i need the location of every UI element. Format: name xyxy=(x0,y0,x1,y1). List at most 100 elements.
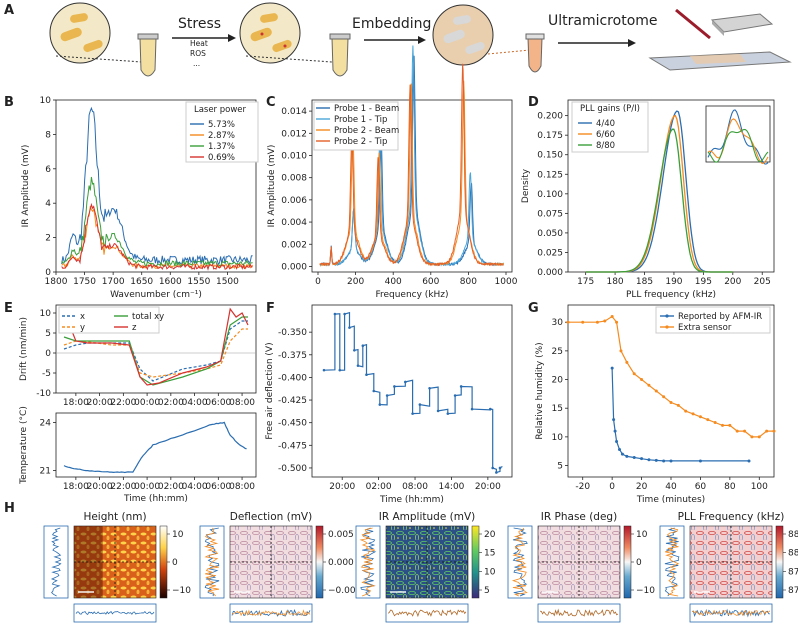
data-point xyxy=(470,407,474,411)
series-line-Reported by AFM-IR xyxy=(611,368,749,462)
y-tick-label: 0.000 xyxy=(281,262,307,272)
chart-b: 1800 1750 1700 1650 1600 1550 1500 0 2 4 6 8 10 Waven… xyxy=(21,96,259,300)
chart-c: 0 200 400 600 800 1000 0.000 0.002 0.004 0.006 0.0… xyxy=(267,45,518,300)
data-point xyxy=(743,429,747,433)
series-line-total xy xyxy=(63,316,248,386)
y-tick-label: -0.400 xyxy=(278,373,307,383)
profile-line xyxy=(231,609,311,617)
data-point xyxy=(365,373,368,377)
panel-letter-a: A xyxy=(4,3,14,18)
panel-letter-f: F xyxy=(266,301,275,316)
series-line-5.73% xyxy=(61,106,253,266)
legend-label: Extra sensor xyxy=(678,323,732,333)
data-point xyxy=(459,385,463,388)
ultramicrotome-label: Ultramicrotome xyxy=(548,13,658,29)
data-point xyxy=(338,368,342,372)
y-tick-label: 0 xyxy=(45,268,51,278)
series-line-Probe 2 - Beam xyxy=(319,80,505,267)
data-point xyxy=(378,403,382,406)
stress-sub-ros: ROS xyxy=(190,49,206,58)
workflow-stage-2 xyxy=(239,2,351,77)
x-tick-label: 14:00 xyxy=(438,482,464,492)
workflow-stage-1 xyxy=(49,2,159,77)
data-point xyxy=(333,312,337,316)
x-tick-label: 1550 xyxy=(187,277,210,287)
data-point xyxy=(385,394,389,397)
data-point xyxy=(393,385,396,388)
map-1: Height (nm) 10 0 −10 xyxy=(43,511,191,623)
profile-line xyxy=(50,527,62,597)
data-point xyxy=(632,456,636,460)
panel-letter-g: G xyxy=(528,301,539,316)
deflection-line xyxy=(323,311,503,474)
data-point xyxy=(446,412,450,415)
data-point xyxy=(625,454,629,458)
colorbar-tick-label: −10 xyxy=(636,586,655,596)
y-tick-label: 0.175 xyxy=(537,131,563,141)
colorbar-tick-label: 0 xyxy=(636,558,642,568)
legend-title: PLL gains (P/I) xyxy=(580,104,640,114)
legend-marker xyxy=(665,314,669,318)
profile-box xyxy=(385,603,469,623)
legend-box xyxy=(655,306,771,334)
data-point xyxy=(676,403,680,407)
profile-line xyxy=(387,609,467,618)
legend-label: 2.87% xyxy=(208,131,235,141)
data-point xyxy=(669,400,673,404)
y-tick-label: 15 xyxy=(552,404,563,414)
x-tick-label: 20:00 xyxy=(87,482,113,492)
y-tick-label: 0.004 xyxy=(281,218,307,228)
x-tick-label: 40 xyxy=(665,482,677,492)
x-tick-label: 60 xyxy=(695,482,707,492)
colorbar-tick-label: 10 xyxy=(484,567,496,577)
y-axis-label: IR Amplitude (mV) xyxy=(21,145,31,228)
legend-label: Reported by AFM-IR xyxy=(678,312,762,322)
legend-label: 1.37% xyxy=(208,142,235,152)
plot-frame xyxy=(55,304,257,394)
plot-frame xyxy=(567,99,775,273)
data-point xyxy=(581,320,585,324)
y-tick-label: 0.000 xyxy=(537,268,563,278)
legend-label: Probe 2 - Beam xyxy=(334,126,399,136)
x-tick-label: 1000 xyxy=(495,277,518,287)
y-tick-label: 0.125 xyxy=(537,170,563,180)
inset-line xyxy=(707,109,769,165)
x-tick-label: 175 xyxy=(577,277,594,287)
temperature-line xyxy=(63,421,247,474)
chart-h: Height (nm) 10 0 −10 Deflection (mV) 0.005 0.0… xyxy=(43,511,798,623)
x-tick-label: 0 xyxy=(609,482,615,492)
series-line-1.37% xyxy=(61,176,253,268)
profile-box xyxy=(73,603,157,623)
data-point xyxy=(491,466,495,470)
y-tick-label: -0.375 xyxy=(278,351,307,361)
data-point xyxy=(610,314,614,318)
data-point xyxy=(353,348,356,352)
data-point xyxy=(735,429,739,433)
colorbar-tick-label: 876 xyxy=(788,586,798,596)
x-tick-label: 00:00 xyxy=(134,482,160,492)
data-point xyxy=(372,389,376,393)
y-tick-label: 0.012 xyxy=(281,129,307,139)
arrow-icon xyxy=(364,36,426,44)
profile-box xyxy=(537,603,621,623)
data-point xyxy=(356,364,360,367)
y-axis-label: Free air deflection (V) xyxy=(265,342,275,439)
x-tick-label: 1600 xyxy=(159,277,182,287)
x-tick-label: 04:00 xyxy=(182,398,208,408)
data-point xyxy=(348,326,351,329)
series-line-Extra sensor xyxy=(568,315,774,438)
legend-label: 6/60 xyxy=(596,130,615,140)
y-tick-label: 6 xyxy=(45,165,51,175)
data-point xyxy=(436,409,440,413)
arrow-icon xyxy=(558,39,636,47)
colorbar-tick-label: −10 xyxy=(172,586,191,596)
data-point xyxy=(610,366,614,370)
series-line-x xyxy=(63,320,248,382)
y-tick-label: 0.006 xyxy=(281,196,307,206)
y-axis-label: Drift (nm/min) xyxy=(19,317,29,381)
x-tick-label: 18:00 xyxy=(63,398,89,408)
data-point xyxy=(343,312,346,316)
x-tick-label: 18:00 xyxy=(63,482,89,492)
